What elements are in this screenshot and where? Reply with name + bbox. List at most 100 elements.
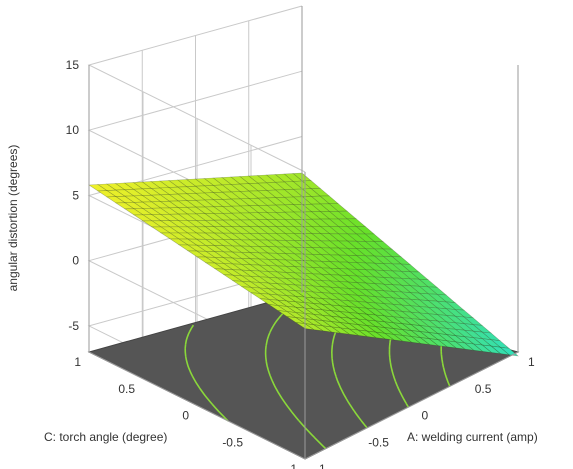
x-tick-label: -1 <box>315 462 326 469</box>
surface-cell <box>321 309 342 318</box>
surface-cell <box>337 247 358 256</box>
surface-cell <box>150 220 171 228</box>
surface-cell <box>392 322 413 332</box>
y-tick-label: -1 <box>286 462 297 469</box>
surface-cell <box>383 321 404 331</box>
surface-cell <box>401 323 422 333</box>
frame-edge <box>304 351 519 460</box>
surface-cell <box>319 226 340 235</box>
surface-cell <box>274 181 295 191</box>
z-tick-label: -5 <box>68 319 79 333</box>
surface-cell <box>304 307 323 316</box>
surface-cell <box>123 202 144 210</box>
y-tick-label: 1 <box>74 355 81 369</box>
surface-cell <box>240 251 261 260</box>
surface-cell <box>240 275 261 283</box>
surface-cell <box>284 211 304 220</box>
surface-cell <box>347 317 368 327</box>
surface-cell <box>410 336 431 345</box>
surface-cell <box>391 284 412 293</box>
y-tick-label: -0.5 <box>222 435 243 449</box>
surface-cell <box>347 323 369 332</box>
surface-cell <box>222 232 242 241</box>
surface-cell <box>186 250 207 258</box>
surface-cell <box>338 287 359 296</box>
frame-edge <box>88 351 306 460</box>
x-tick-label: 0.5 <box>475 382 492 396</box>
surface-cell <box>248 205 268 214</box>
surface-cell <box>391 291 412 300</box>
surface-cell <box>231 245 252 253</box>
surface-cell <box>248 197 268 206</box>
x-tick-label: -0.5 <box>368 435 389 449</box>
surface-cell <box>150 207 171 215</box>
contour-line <box>184 324 229 422</box>
surface-cell <box>274 173 294 183</box>
x-axis-ticks: -1 -0.5 0 0.5 1 <box>315 355 535 469</box>
surface-cell <box>240 286 262 294</box>
y-tick-label: 0 <box>182 409 189 423</box>
surface-cell <box>222 257 243 265</box>
surface-cell <box>159 232 180 240</box>
surface-cell <box>248 182 268 192</box>
surface-cell <box>293 278 314 287</box>
y-tick-label: 0.5 <box>118 382 135 396</box>
surface-cell <box>347 281 368 290</box>
x-tick-label: 1 <box>528 355 535 369</box>
surface-cell <box>277 310 297 318</box>
surface-cell <box>347 288 368 297</box>
surface-cell <box>248 175 268 184</box>
surface-cell <box>248 239 269 247</box>
surface-cell <box>203 185 224 193</box>
surface-cell <box>266 233 287 241</box>
surface-cell <box>133 214 153 222</box>
surface-cell <box>150 187 170 196</box>
z-axis-ticks: -5 0 5 10 15 <box>66 58 80 333</box>
surface-cell <box>454 341 475 351</box>
surface-cell <box>195 256 216 264</box>
surface-cell <box>150 214 171 222</box>
z-axis-title: angular distortion (degrees) <box>6 145 20 292</box>
surface-cell <box>286 316 306 324</box>
surface-cell <box>304 318 323 327</box>
surface-cell <box>168 179 188 188</box>
surface-cell <box>374 331 395 341</box>
surface-cell <box>319 233 340 242</box>
surface-cell <box>304 323 323 332</box>
surface-cell <box>445 321 466 331</box>
surface-cell <box>194 178 215 187</box>
surface-cell <box>364 255 385 264</box>
surface-cell <box>338 281 359 290</box>
surface-cell <box>419 337 440 347</box>
surface-cell <box>319 195 339 205</box>
surface-cell <box>481 331 501 342</box>
surface-cell <box>400 291 421 301</box>
surface-cell <box>266 252 287 261</box>
surface-cell <box>284 226 304 234</box>
surface-cell <box>204 232 225 240</box>
x-tick-label: 0 <box>422 409 429 423</box>
surface-cell <box>168 238 189 246</box>
x-axis-title: A: welding current (amp) <box>407 430 538 444</box>
y-axis-ticks: -1 -0.5 0 0.5 1 <box>74 355 297 469</box>
z-tick-label: 10 <box>66 123 80 137</box>
surface-cell <box>286 311 305 319</box>
y-axis-title: C: torch angle (degree) <box>44 430 167 444</box>
z-tick-label: 5 <box>72 188 79 202</box>
surface-cell <box>204 245 225 253</box>
axis-frame <box>88 6 519 460</box>
surface-cell <box>401 334 422 344</box>
surface-cell <box>256 182 277 191</box>
z-tick-label: 0 <box>72 254 79 268</box>
surface-cell <box>168 186 188 195</box>
surface-cell <box>284 246 305 255</box>
surface-cell <box>391 297 412 307</box>
surface-cell <box>346 218 366 227</box>
surface-cell <box>274 196 295 206</box>
surface-cell <box>204 206 224 214</box>
surface-cell <box>177 244 198 252</box>
surface-cell <box>124 208 144 216</box>
z-tick-label: 15 <box>66 58 80 72</box>
surface-cell <box>445 334 466 344</box>
